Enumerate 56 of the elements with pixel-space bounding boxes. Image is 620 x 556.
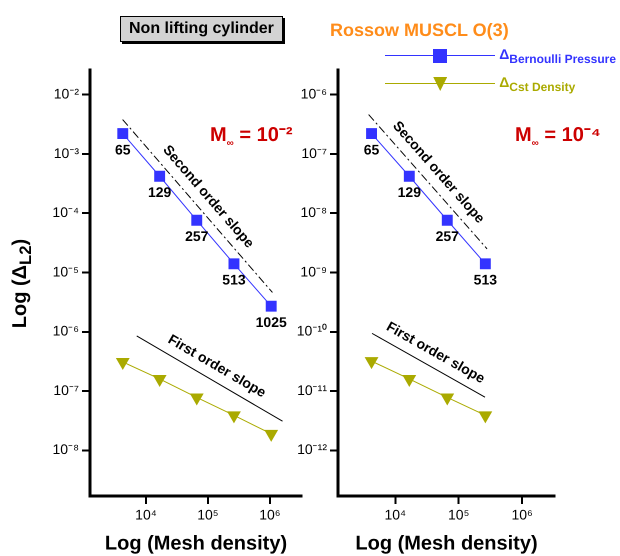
y-tick-label: 10⁻⁸ [300,204,328,220]
y-tick-label: 10⁻⁴ [52,204,79,220]
text: First order slope [166,330,270,400]
annotation: 513 [222,272,246,288]
x-axis-title: Log (Mesh density) [355,532,538,555]
point [404,170,415,182]
point [191,214,202,226]
x-tick-label: 10⁶ [511,506,533,522]
x-axis-title: Log (Mesh density) [104,532,288,555]
point [364,357,378,369]
point [440,393,454,405]
point [266,300,277,312]
y-tick-label: 10⁻⁹ [300,263,327,280]
point [402,374,416,386]
y-tick-label: 10⁻⁷ [53,382,79,398]
point [190,393,204,405]
annotation: 513 [474,272,498,288]
annotation: M$_{∞}$ = 10⁻⁴ [515,123,601,149]
y-tick-label: 10⁻⁶ [300,85,327,102]
point [478,411,492,423]
chart-title: Rossow MUSCL O(3) [330,20,509,41]
annotation: M$_{∞}$ = 10⁻² [210,123,293,149]
y-tick-label: 10⁻⁶ [52,322,79,339]
annotation: 257 [436,228,460,244]
point [116,358,130,370]
y-tick-label: 10⁻² [54,85,80,102]
point [117,128,128,140]
annotation: 129 [148,184,172,200]
point [264,430,278,442]
point [442,214,453,226]
x-tick-label: 10⁵ [197,506,219,522]
text: First order slope [384,318,488,386]
point [480,258,491,270]
y-tick-label: 10⁻⁷ [301,144,327,161]
annotation: 65 [114,141,131,158]
point [366,128,377,140]
x-tick-label: 10⁴ [384,506,406,522]
y-tick-label: 10⁻¹² [297,441,328,458]
annotation: 257 [185,228,209,244]
text: Δ$_{Cst Density}$ [499,74,576,94]
annotation: 129 [398,184,422,200]
y-tick-label: 10⁻³ [54,144,80,161]
annotation: 1025 [256,314,287,330]
x-tick-label: 10⁶ [259,506,281,522]
text: Δ$_{Bernoulli Pressure}$ [499,46,616,66]
y-tick-label: 10⁻⁵ [52,263,79,280]
y-tick-label: 10⁻⁸ [52,441,80,458]
point [153,374,166,386]
annotation: 65 [364,141,380,158]
chart-title: Non lifting cylinder [120,16,283,42]
y-tick-label: 10⁻¹⁰ [296,322,327,339]
x-tick-label: 10⁴ [135,506,157,522]
point [228,258,240,270]
point [227,411,241,423]
x-tick-label: 10⁵ [448,506,470,522]
y-tick-label: 10⁻¹¹ [297,382,328,398]
